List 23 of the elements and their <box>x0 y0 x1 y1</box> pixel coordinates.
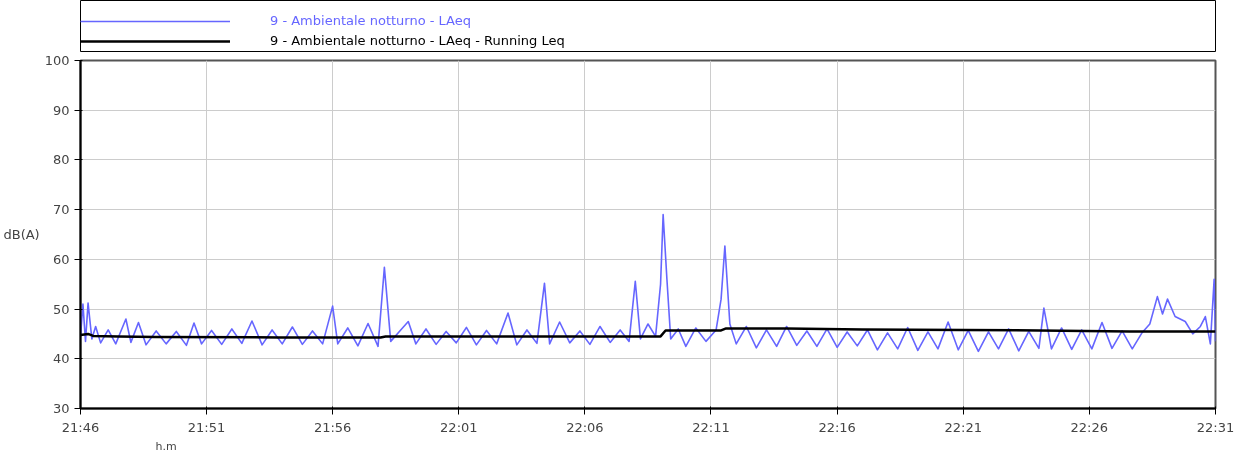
y-tick-label: 40 <box>52 351 70 367</box>
x-tick-label: 21:56 <box>313 419 352 435</box>
x-axis-title: h.m <box>155 439 177 453</box>
y-axis-title: dB(A) <box>3 227 40 242</box>
x-tick-label: 22:01 <box>440 419 478 435</box>
x-tick-label: 22:31 <box>1196 419 1235 435</box>
y-tick-label: 100 <box>44 53 70 68</box>
text: 9 - Ambientale notturno - LAeq <box>270 13 472 28</box>
text: 9 - Ambientale notturno - LAeq - Running Leq <box>270 33 565 48</box>
x-tick-label: 22:26 <box>1070 419 1109 435</box>
y-tick-label: 60 <box>52 251 70 267</box>
x-tick-label: 22:16 <box>818 419 856 435</box>
y-tick-label: 70 <box>52 202 70 218</box>
y-tick-label: 90 <box>52 102 70 118</box>
x-tick-label: 22:21 <box>944 419 982 435</box>
x-tick-label: 21:46 <box>61 419 100 435</box>
x-tick-label: 21:51 <box>187 419 226 435</box>
x-tick-label: 22:06 <box>566 419 604 435</box>
x-tick-label: 22:11 <box>692 419 730 435</box>
line-series <box>80 213 1216 353</box>
y-tick-label: 30 <box>52 401 70 416</box>
y-tick-label: 80 <box>52 152 70 168</box>
y-tick-label: 50 <box>52 301 70 317</box>
